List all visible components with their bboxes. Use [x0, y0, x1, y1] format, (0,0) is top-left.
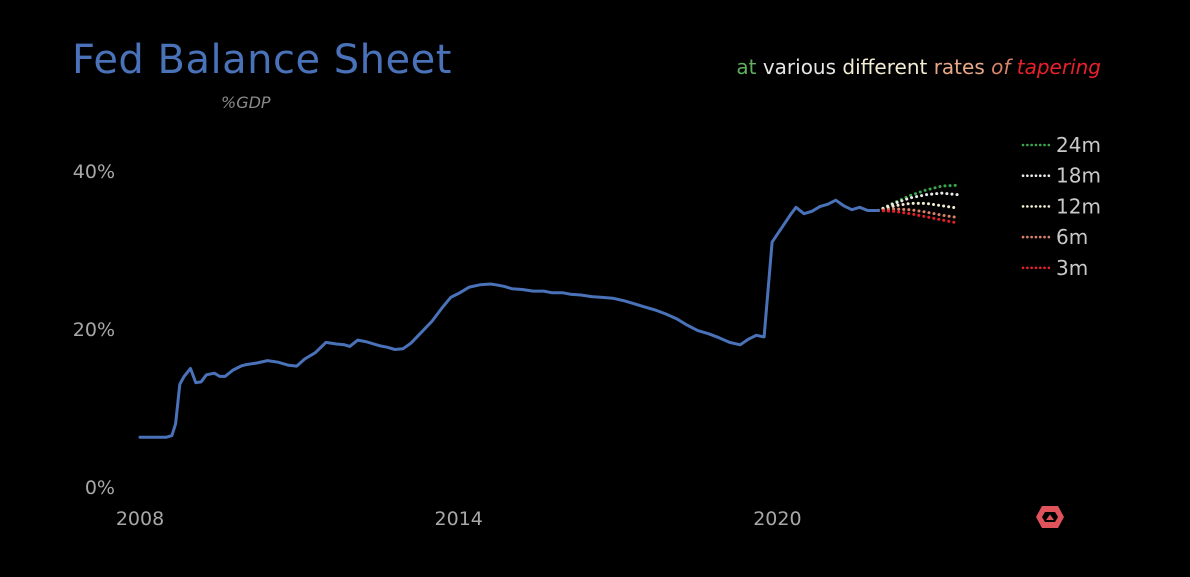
- chart-tagline: at various different rates of tapering: [736, 57, 1101, 77]
- legend-label: 18m: [1056, 164, 1101, 188]
- y-tick-label: 20%: [73, 319, 115, 341]
- legend-item-scenario_18m: 18m: [1021, 164, 1101, 188]
- chart-title: Fed Balance Sheet: [72, 37, 452, 83]
- x-tick-label: 2020: [753, 508, 801, 530]
- series-line-scenario_24m: [876, 183, 960, 212]
- legend-label: 6m: [1056, 225, 1088, 249]
- series-line-scenario_6m: [876, 207, 960, 220]
- legend-item-scenario_6m: 6m: [1021, 225, 1088, 249]
- series-line-scenario_3m: [876, 209, 960, 225]
- tagline-word-tapering: tapering: [1016, 55, 1101, 79]
- x-tick-label: 2014: [435, 508, 483, 530]
- legend-item-scenario_24m: 24m: [1021, 133, 1101, 157]
- legend-item-scenario_12m: 12m: [1021, 194, 1101, 218]
- tagline-word-rates: rates: [933, 55, 985, 79]
- tagline-word-at: at: [736, 55, 757, 79]
- series-line-scenario_18m: [876, 191, 960, 212]
- legend-label: 3m: [1056, 256, 1088, 280]
- legend: 24m 18m 12m 6m 3m: [1021, 133, 1101, 280]
- y-tick-label: 0%: [85, 477, 115, 499]
- x-axis: 2008 2014 2020: [116, 508, 802, 530]
- y-axis-unit-label: %GDP: [221, 93, 271, 112]
- legend-label: 12m: [1056, 194, 1101, 218]
- series-line-scenario_12m: [876, 201, 960, 212]
- plot-area: [138, 183, 960, 439]
- series-line-history: [138, 198, 880, 439]
- legend-item-scenario_3m: 3m: [1021, 256, 1088, 280]
- x-tick-label: 2008: [116, 508, 164, 530]
- hexagon-logo-icon: [1036, 506, 1064, 528]
- tagline-word-different: different: [842, 55, 928, 79]
- tagline-word-of: of: [991, 55, 1011, 79]
- legend-label: 24m: [1056, 133, 1101, 157]
- y-axis: 0% 20% 40%: [73, 161, 115, 499]
- tagline-word-various: various: [762, 55, 837, 79]
- y-tick-label: 40%: [73, 161, 115, 183]
